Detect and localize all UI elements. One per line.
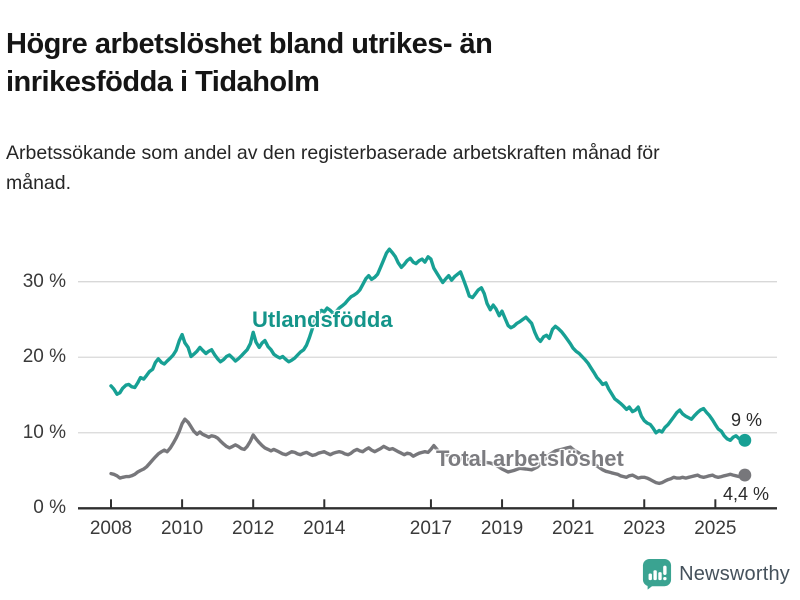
x-axis-label: 2025 <box>694 518 737 539</box>
x-axis-label: 2017 <box>409 518 453 539</box>
series-label-total-arbetsloshet: Total arbetslöshet <box>436 446 624 471</box>
x-axis-label: 2021 <box>552 518 595 539</box>
x-axis-label: 2014 <box>303 518 346 539</box>
x-axis-label: 2010 <box>160 518 204 539</box>
y-axis-label: 30 % <box>22 270 66 292</box>
x-axis-label: 2023 <box>623 518 666 539</box>
y-axis-label: 20 % <box>22 346 66 368</box>
chart-subtitle: Arbetssökande som andel av den registerb… <box>6 141 660 194</box>
page-title: Högre arbetslöshet bland utrikes- än inr… <box>6 28 493 99</box>
y-axis-label: 10 % <box>22 421 66 443</box>
series-label-utlandsfodda: Utlandsfödda <box>252 307 393 332</box>
brand-name: Newsworthy <box>679 562 790 585</box>
end-value-utlandsfodda: 9 % <box>731 410 763 430</box>
y-axis-label: 0 % <box>33 497 66 519</box>
end-value-total: 4,4 % <box>723 484 770 504</box>
newsworthy-logo: Newsworthy <box>642 558 790 590</box>
x-axis-label: 2019 <box>480 518 524 539</box>
series-line-1 <box>109 417 747 486</box>
series-end-dot-0 <box>738 433 752 447</box>
series-end-dot-1 <box>738 468 752 482</box>
series-line-0 <box>109 247 747 442</box>
bar-chart-speech-bubble-icon <box>643 559 672 590</box>
x-axis-label: 2008 <box>89 518 133 539</box>
x-axis-label: 2012 <box>232 518 275 539</box>
